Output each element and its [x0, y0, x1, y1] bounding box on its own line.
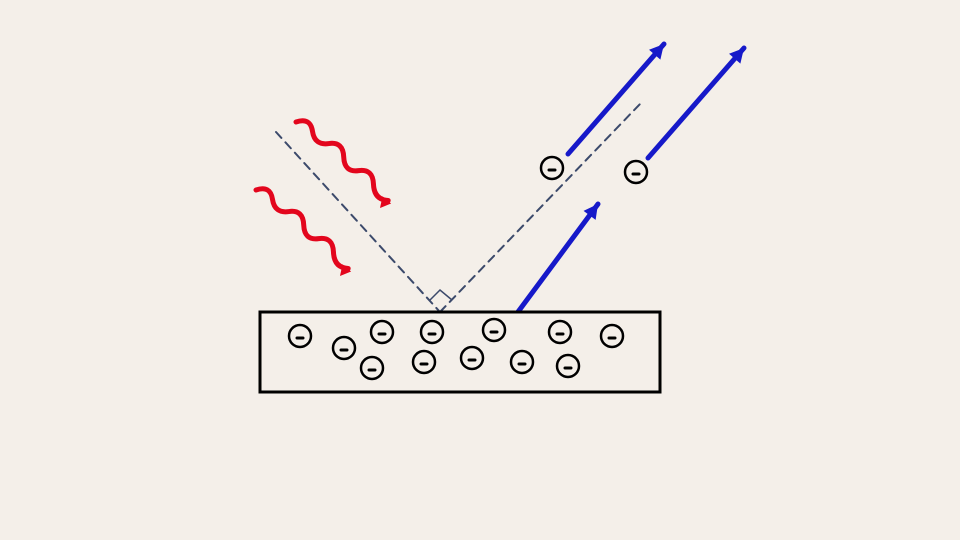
electron — [549, 321, 571, 343]
electron-arrows — [512, 44, 744, 320]
photoelectric-diagram — [0, 0, 960, 540]
electron — [483, 319, 505, 341]
electron — [289, 325, 311, 347]
electron — [333, 337, 355, 359]
electron — [413, 351, 435, 373]
metal-slab — [260, 312, 660, 392]
photon-waves — [256, 108, 392, 279]
electron — [361, 357, 383, 379]
electron — [541, 157, 563, 179]
electron — [557, 355, 579, 377]
electron — [421, 321, 443, 343]
electron — [511, 351, 533, 373]
electron — [601, 325, 623, 347]
electron — [461, 347, 483, 369]
right-angle-marker — [430, 290, 452, 300]
electron — [371, 321, 393, 343]
electron — [625, 161, 647, 183]
